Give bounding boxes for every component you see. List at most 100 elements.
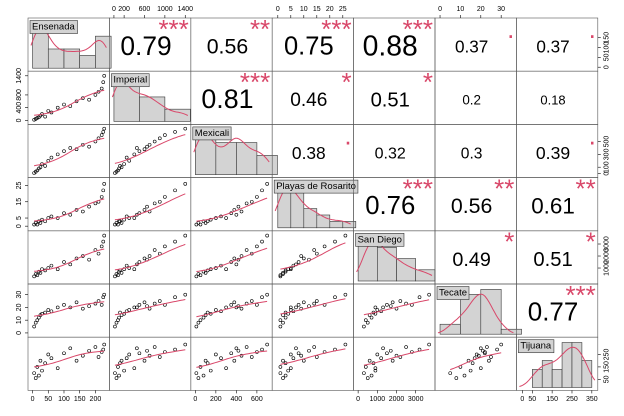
scatter-point [152, 201, 157, 206]
scatter-point [312, 248, 317, 252]
scatter-point [117, 219, 121, 224]
scatter-point [283, 373, 288, 378]
correlation-value: 0.76 [365, 192, 415, 220]
smooth-line [34, 301, 105, 317]
x-tick-label: 200 [118, 6, 130, 13]
scatter-point [183, 233, 188, 238]
scatter-point [74, 99, 79, 104]
scatter-point [203, 221, 208, 225]
scatter-point [49, 214, 54, 219]
scatter-point [198, 273, 203, 278]
label-box [111, 73, 150, 88]
panel-frame [109, 124, 192, 178]
smooth-line [33, 137, 105, 167]
scatter-point [101, 239, 106, 244]
scatter-point [157, 355, 162, 359]
scatter-point [132, 366, 137, 370]
scatter-point [483, 350, 487, 354]
correlation-value: 0.79 [120, 31, 171, 61]
scatter-point [194, 274, 199, 279]
scatter-point [278, 371, 283, 375]
scatter-point [74, 208, 79, 212]
scatter-point [173, 295, 177, 300]
y-tick-label: 250 [604, 349, 611, 361]
scatter-point [232, 358, 237, 363]
correlation-value: 0.46 [290, 90, 327, 111]
scatter-point [163, 195, 167, 199]
scatter-point [198, 222, 203, 227]
correlation-value: 0.51 [533, 249, 572, 271]
scatter-point [114, 320, 119, 325]
significance-stars: . [507, 14, 514, 44]
correlation-value: 0.37 [536, 36, 569, 56]
scatter-point [81, 254, 85, 258]
scatter-point [381, 346, 385, 351]
smooth-line [280, 298, 346, 315]
x-tick-label: 1400 [177, 6, 193, 13]
scatter-point [417, 295, 422, 300]
scatter-point [499, 342, 503, 347]
scatter-point [157, 136, 162, 141]
scatter-point [74, 358, 79, 363]
y-tick-label: 150 [604, 361, 611, 373]
scatter-point [137, 351, 142, 356]
scatter-point [116, 222, 120, 227]
scatter-point [283, 315, 288, 320]
scatter-point [157, 199, 162, 204]
scatter-point [62, 303, 66, 307]
scatter-point [343, 233, 348, 238]
x-tick-label: 600 [139, 6, 151, 13]
scatter-point [55, 366, 60, 370]
y-tick-label: 1000 [604, 260, 611, 276]
y-tick-label: 100 [604, 42, 611, 54]
scatter-point [93, 345, 98, 349]
smooth-line [363, 348, 430, 366]
scatter-point [265, 233, 269, 238]
scatter-point [296, 351, 301, 356]
scatter-point [99, 350, 104, 354]
scatter-point [470, 361, 475, 365]
x-tick-label: 600 [251, 396, 263, 403]
y-tick-label: 15 [16, 198, 23, 206]
x-tick-label: 100 [58, 396, 70, 403]
panel-frame [27, 230, 110, 285]
scatter-point [62, 351, 66, 356]
panel-frame [27, 283, 110, 338]
scatter-point [281, 320, 285, 325]
scatter-point [99, 86, 104, 91]
scatter-point [68, 346, 73, 351]
scatter-point [232, 300, 237, 305]
x-tick-label: 0 [31, 396, 35, 403]
scatter-point [201, 315, 206, 320]
scatter-point [296, 303, 301, 307]
x-tick-label: 250 [566, 396, 578, 403]
histogram-bar [581, 360, 593, 388]
scatter-point [322, 244, 327, 249]
scatter-point [32, 274, 36, 279]
histogram-bar [460, 294, 482, 335]
scatter-point [294, 346, 298, 351]
significance-stars: ** [576, 173, 596, 203]
x-tick-label: 0 [520, 396, 524, 403]
scatter-point [229, 351, 234, 356]
scatter-point [362, 324, 366, 329]
histogram-bar [164, 108, 191, 122]
scatter-point [96, 355, 101, 359]
scatter-point [385, 303, 389, 307]
x-tick-label: 200 [210, 396, 222, 403]
scatter-point [145, 144, 149, 149]
scatter-point [43, 164, 47, 168]
correlation-value: 0.77 [528, 299, 578, 327]
scatter-point [93, 301, 98, 306]
scatter-point [183, 292, 188, 297]
scatter-point [183, 182, 188, 186]
scatter-point [117, 315, 121, 320]
scatter-point [495, 347, 499, 352]
scatter-point [260, 239, 264, 244]
scatter-point [142, 358, 147, 363]
x-tick-label: 350 [586, 396, 598, 403]
y-tick-label: 300 [604, 148, 611, 160]
y-tick-label: 10 [16, 316, 23, 324]
variable-label: Ensenada [32, 22, 76, 33]
